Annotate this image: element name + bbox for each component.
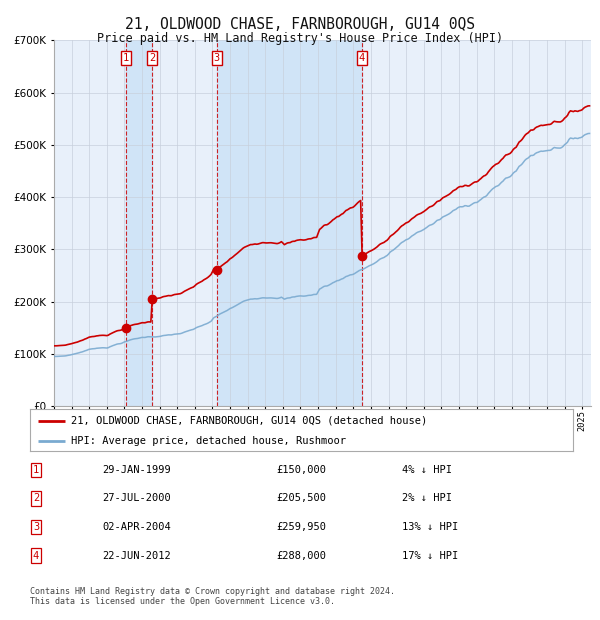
Text: 22-JUN-2012: 22-JUN-2012 <box>102 551 171 560</box>
Text: 2: 2 <box>33 494 39 503</box>
Text: 17% ↓ HPI: 17% ↓ HPI <box>402 551 458 560</box>
Text: HPI: Average price, detached house, Rushmoor: HPI: Average price, detached house, Rush… <box>71 436 346 446</box>
Text: 29-JAN-1999: 29-JAN-1999 <box>102 465 171 475</box>
Text: 2: 2 <box>149 53 155 63</box>
Text: 3: 3 <box>33 522 39 532</box>
Text: 21, OLDWOOD CHASE, FARNBOROUGH, GU14 0QS: 21, OLDWOOD CHASE, FARNBOROUGH, GU14 0QS <box>125 17 475 32</box>
Text: 3: 3 <box>214 53 220 63</box>
Text: 4% ↓ HPI: 4% ↓ HPI <box>402 465 452 475</box>
Text: 1: 1 <box>123 53 129 63</box>
Text: 2% ↓ HPI: 2% ↓ HPI <box>402 494 452 503</box>
Bar <box>126 40 152 406</box>
Text: 27-JUL-2000: 27-JUL-2000 <box>102 494 171 503</box>
Text: 1: 1 <box>33 465 39 475</box>
Text: Contains HM Land Registry data © Crown copyright and database right 2024.
This d: Contains HM Land Registry data © Crown c… <box>30 587 395 606</box>
Text: 4: 4 <box>358 53 365 63</box>
Text: 4: 4 <box>33 551 39 560</box>
Text: £150,000: £150,000 <box>276 465 326 475</box>
Text: 13% ↓ HPI: 13% ↓ HPI <box>402 522 458 532</box>
Text: £288,000: £288,000 <box>276 551 326 560</box>
Bar <box>217 40 362 406</box>
Text: £205,500: £205,500 <box>276 494 326 503</box>
Text: Price paid vs. HM Land Registry's House Price Index (HPI): Price paid vs. HM Land Registry's House … <box>97 32 503 45</box>
Text: 02-APR-2004: 02-APR-2004 <box>102 522 171 532</box>
Text: 21, OLDWOOD CHASE, FARNBOROUGH, GU14 0QS (detached house): 21, OLDWOOD CHASE, FARNBOROUGH, GU14 0QS… <box>71 415 427 425</box>
Text: £259,950: £259,950 <box>276 522 326 532</box>
